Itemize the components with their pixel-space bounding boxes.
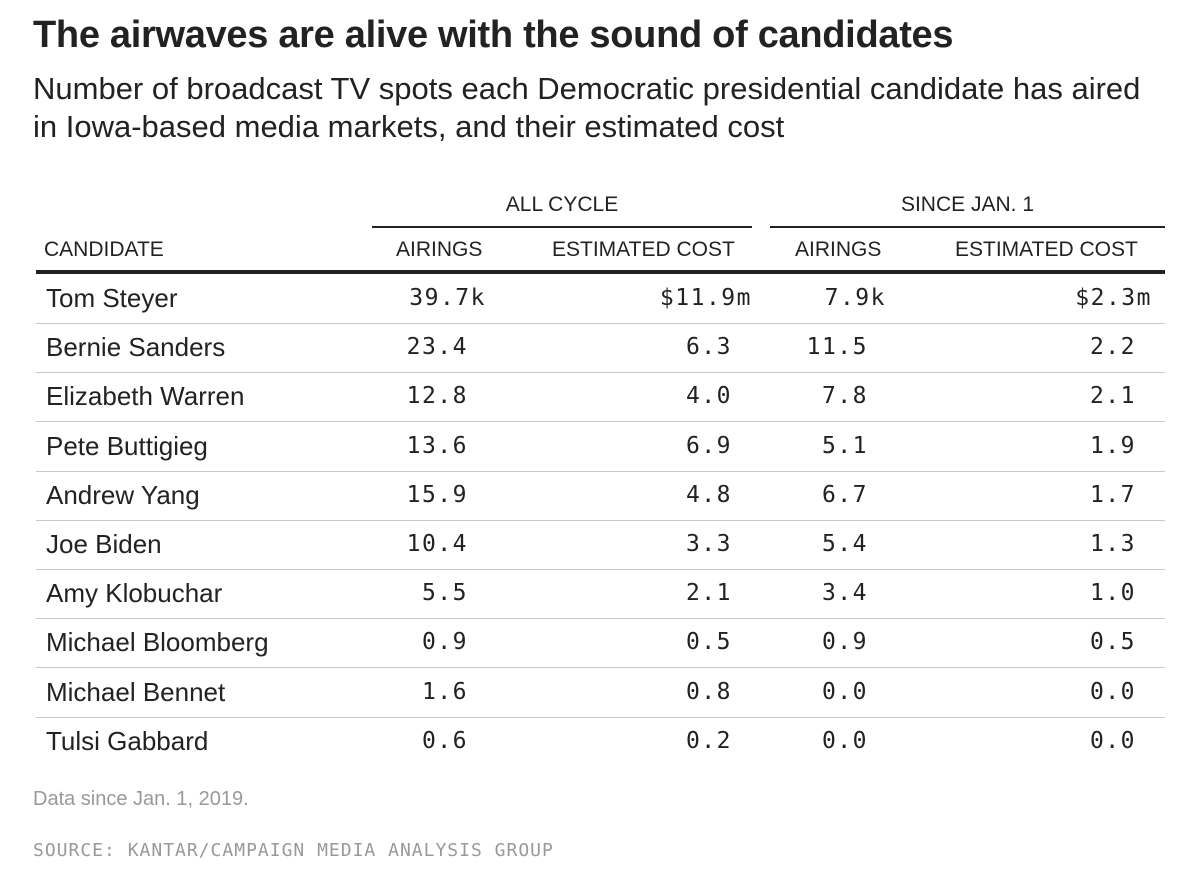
cell-all-cycle-cost: 4.8: [685, 481, 732, 508]
cell-all-cycle-airings: 23.4: [406, 334, 468, 361]
table-row: Pete Buttigieg 13.6 6.9 5.1 1.9: [36, 422, 1165, 472]
table-row: Bernie Sanders 23.4 6.3 11.5 2.2: [36, 323, 1165, 374]
cell-since-jan-airings: 5.4: [821, 531, 868, 557]
group-underline-since-jan-1: [770, 226, 1165, 228]
table-row: Michael Bennet 1.6 0.8 0.0 0.0: [36, 668, 1165, 718]
cell-all-cycle-cost: $11.9m: [659, 285, 752, 311]
cell-all-cycle-cost: 0.2: [685, 727, 732, 754]
table-row: Tulsi Gabbard 0.6 0.2 0.0 0.0: [36, 717, 1165, 766]
group-label-since-jan-1: SINCE JAN. 1: [900, 193, 1035, 216]
cell-all-cycle-cost: 0.5: [685, 629, 732, 656]
table-row: Andrew Yang 15.9 4.8 6.7 1.7: [36, 471, 1165, 521]
cell-since-jan-cost: 1.0: [1089, 580, 1136, 607]
cell-candidate: Tulsi Gabbard: [46, 725, 209, 756]
column-header-since-jan-airings: AIRINGS: [795, 238, 882, 261]
cell-all-cycle-airings: 15.9: [406, 481, 468, 508]
cell-all-cycle-cost: 6.9: [685, 432, 732, 459]
cell-candidate: Elizabeth Warren: [46, 381, 245, 412]
cell-candidate: Michael Bloomberg: [46, 627, 269, 658]
header-rule: [36, 270, 1165, 274]
cell-all-cycle-airings: 39.7k: [409, 285, 486, 311]
column-header-candidate: CANDIDATE: [44, 238, 164, 261]
cell-all-cycle-airings: 10.4: [406, 531, 468, 557]
table-row: Tom Steyer 39.7k $11.9m 7.9k $2.3m: [36, 274, 1165, 324]
cell-since-jan-cost: 2.2: [1089, 334, 1136, 361]
column-header-since-jan-cost: ESTIMATED COST: [955, 238, 1138, 261]
chart-subtitle: Number of broadcast TV spots each Democr…: [33, 71, 1141, 144]
cell-all-cycle-airings: 12.8: [406, 383, 468, 410]
cell-since-jan-airings: 0.9: [821, 629, 868, 656]
cell-candidate: Andrew Yang: [46, 479, 200, 510]
cell-all-cycle-airings: 1.6: [421, 678, 468, 705]
cell-since-jan-airings: 3.4: [821, 580, 868, 607]
cell-all-cycle-airings: 0.6: [421, 727, 468, 754]
cell-since-jan-cost: 0.5: [1089, 629, 1136, 656]
cell-all-cycle-airings: 13.6: [406, 432, 468, 459]
column-header-all-cycle-airings: AIRINGS: [396, 238, 483, 261]
cell-candidate: Pete Buttigieg: [46, 430, 208, 461]
table-row: Joe Biden 10.4 3.3 5.4 1.3: [36, 520, 1165, 570]
group-underline-all-cycle: [372, 226, 752, 228]
cell-since-jan-cost: 1.9: [1089, 432, 1136, 459]
data-note: Data since Jan. 1, 2019.: [33, 788, 249, 810]
cell-since-jan-cost: $2.3m: [1075, 285, 1152, 311]
cell-since-jan-airings: 7.9k: [824, 285, 886, 311]
cell-candidate: Amy Klobuchar: [46, 578, 223, 609]
cell-since-jan-cost: 1.7: [1089, 481, 1136, 508]
cell-since-jan-airings: 11.5: [806, 334, 868, 361]
cell-since-jan-airings: 7.8: [821, 383, 868, 410]
cell-candidate: Michael Bennet: [46, 676, 226, 707]
cell-since-jan-airings: 0.0: [821, 727, 868, 754]
cell-all-cycle-cost: 0.8: [685, 678, 732, 705]
cell-candidate: Tom Steyer: [46, 283, 178, 313]
cell-all-cycle-cost: 4.0: [685, 383, 732, 410]
cell-candidate: Bernie Sanders: [46, 332, 226, 363]
table-row: Amy Klobuchar 5.5 2.1 3.4 1.0: [36, 569, 1165, 620]
cell-all-cycle-cost: 6.3: [685, 334, 732, 361]
cell-all-cycle-airings: 5.5: [421, 580, 468, 607]
cell-since-jan-cost: 0.0: [1089, 727, 1136, 754]
cell-candidate: Joe Biden: [46, 529, 162, 559]
chart-title: The airwaves are alive with the sound of…: [33, 14, 954, 56]
table-row: Michael Bloomberg 0.9 0.5 0.9 0.5: [36, 618, 1165, 669]
cell-all-cycle-cost: 3.3: [685, 531, 732, 557]
group-label-all-cycle: ALL CYCLE: [505, 193, 619, 216]
cell-all-cycle-cost: 2.1: [685, 580, 732, 607]
cell-all-cycle-airings: 0.9: [421, 629, 468, 656]
cell-since-jan-airings: 0.0: [821, 678, 868, 705]
column-header-all-cycle-cost: ESTIMATED COST: [552, 238, 735, 261]
cell-since-jan-cost: 1.3: [1089, 531, 1136, 557]
source-line: SOURCE: KANTAR/CAMPAIGN MEDIA ANALYSIS G…: [33, 840, 554, 861]
cell-since-jan-cost: 2.1: [1089, 383, 1136, 410]
table-row: Elizabeth Warren 12.8 4.0 7.8 2.1: [36, 372, 1165, 423]
cell-since-jan-airings: 5.1: [821, 432, 868, 459]
cell-since-jan-cost: 0.0: [1089, 678, 1136, 705]
cell-since-jan-airings: 6.7: [821, 481, 868, 508]
